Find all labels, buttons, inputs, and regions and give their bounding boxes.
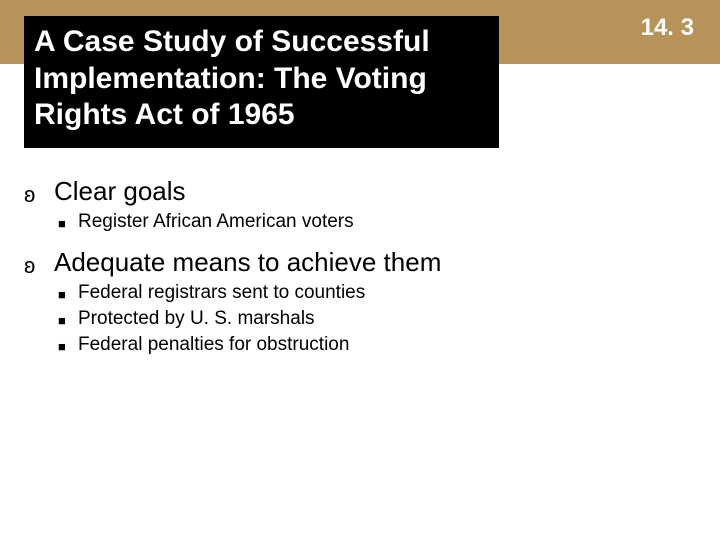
- square-icon: ■: [58, 314, 78, 327]
- square-icon: ■: [58, 288, 78, 301]
- list-subitem: ■ Federal registrars sent to counties: [58, 282, 664, 304]
- list-item-label: Clear goals: [54, 176, 186, 207]
- bullet-group: ʚ Clear goals ■ Register African America…: [24, 176, 664, 233]
- slide: A Case Study of Successful Implementatio…: [0, 0, 720, 540]
- list-subitem-label: Protected by U. S. marshals: [78, 308, 315, 330]
- list-subitem: ■ Federal penalties for obstruction: [58, 334, 664, 356]
- slide-body: ʚ Clear goals ■ Register African America…: [24, 170, 664, 370]
- circle-dot-icon: ʚ: [24, 255, 54, 277]
- list-subitem-label: Register African American voters: [78, 211, 354, 233]
- list-subitem-label: Federal registrars sent to counties: [78, 282, 365, 304]
- slide-title: A Case Study of Successful Implementatio…: [34, 24, 485, 134]
- list-item-label: Adequate means to achieve them: [54, 247, 441, 278]
- section-number: 14. 3: [641, 14, 694, 42]
- list-item: ʚ Adequate means to achieve them: [24, 247, 664, 278]
- circle-dot-icon: ʚ: [24, 184, 54, 206]
- square-icon: ■: [58, 217, 78, 230]
- title-box: A Case Study of Successful Implementatio…: [24, 16, 499, 148]
- bullet-group: ʚ Adequate means to achieve them ■ Feder…: [24, 247, 664, 356]
- list-item: ʚ Clear goals: [24, 176, 664, 207]
- list-subitem: ■ Register African American voters: [58, 211, 664, 233]
- list-subitem: ■ Protected by U. S. marshals: [58, 308, 664, 330]
- square-icon: ■: [58, 340, 78, 353]
- list-subitem-label: Federal penalties for obstruction: [78, 334, 349, 356]
